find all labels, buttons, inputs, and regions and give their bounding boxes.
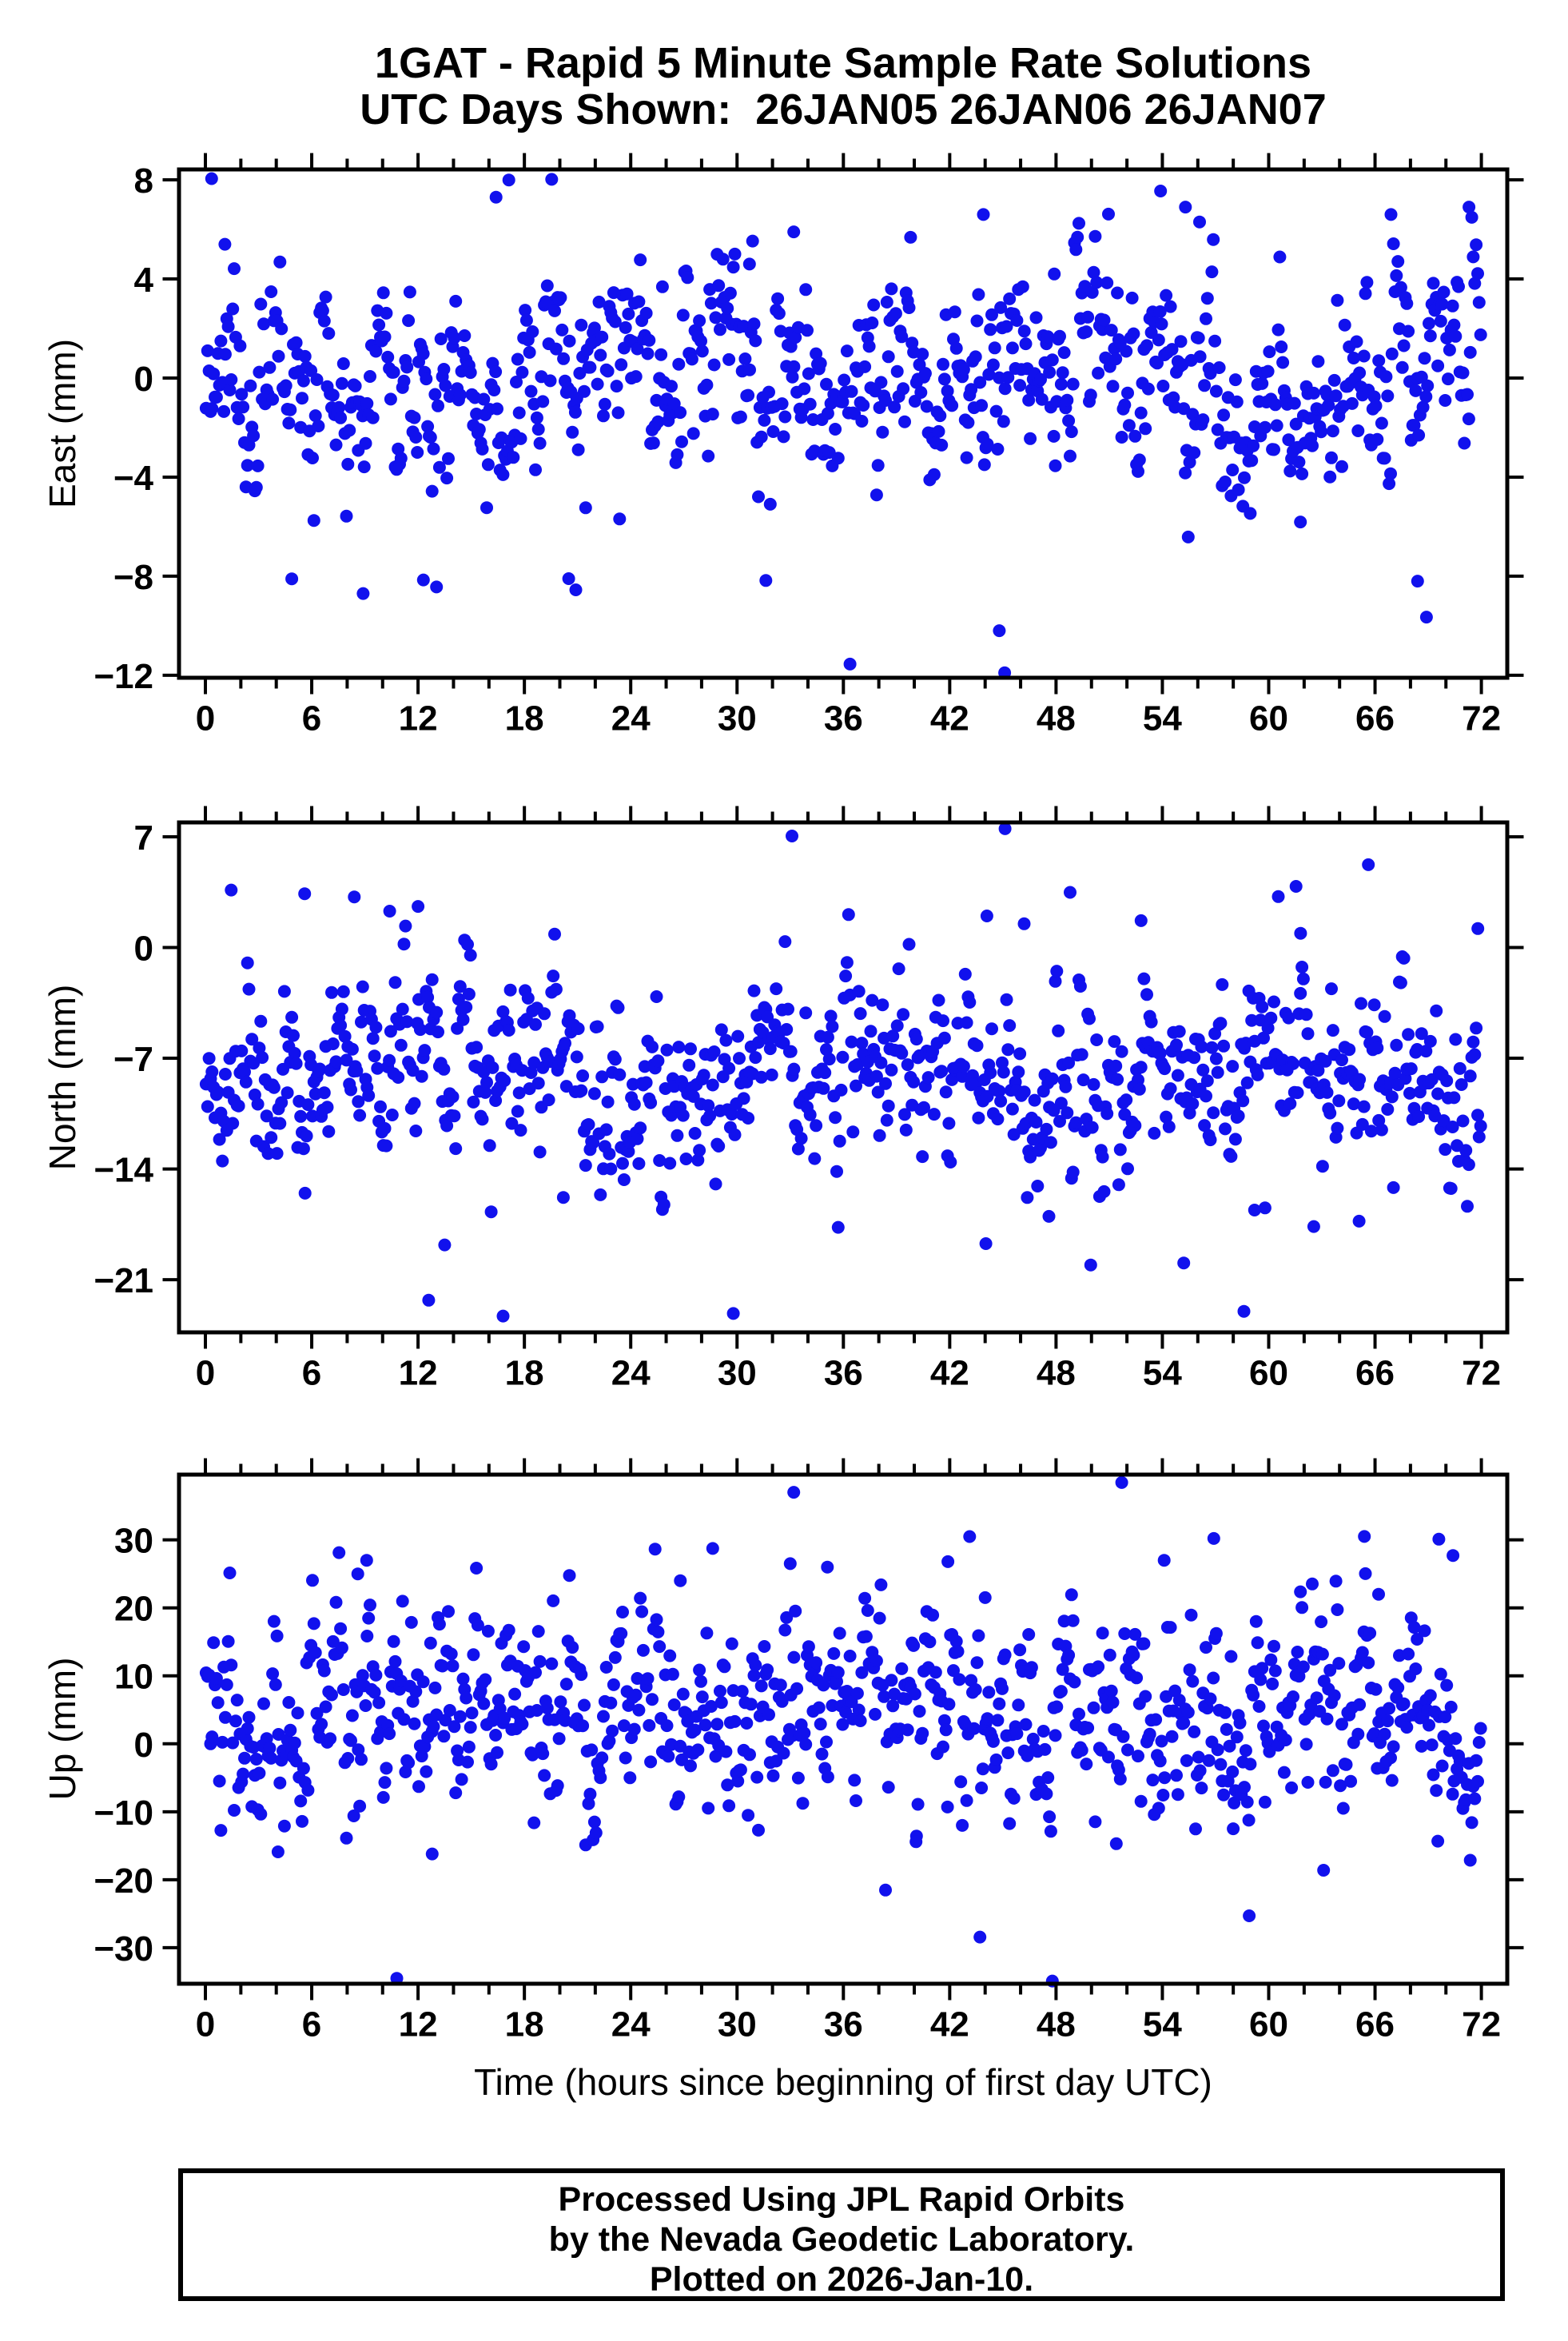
svg-text:12: 12 — [399, 1354, 438, 1393]
svg-text:48: 48 — [1037, 699, 1076, 739]
up-frame — [162, 1458, 1524, 2001]
svg-text:36: 36 — [824, 2005, 863, 2044]
svg-text:72: 72 — [1462, 1354, 1501, 1393]
svg-text:30: 30 — [718, 1354, 757, 1393]
svg-text:36: 36 — [824, 699, 863, 739]
svg-text:24: 24 — [611, 2005, 651, 2044]
svg-text:−20: −20 — [94, 1861, 153, 1901]
east-points — [199, 172, 1487, 679]
svg-text:24: 24 — [611, 699, 651, 739]
footer-line1: Processed Using JPL Rapid Orbits — [558, 2180, 1125, 2219]
svg-text:0: 0 — [196, 699, 215, 739]
svg-text:42: 42 — [930, 2005, 969, 2044]
svg-text:20: 20 — [114, 1590, 153, 1629]
north-axis-title: North (mm) — [42, 984, 83, 1171]
svg-text:10: 10 — [114, 1658, 153, 1697]
svg-text:6: 6 — [302, 2005, 321, 2044]
north-points — [199, 822, 1487, 1323]
svg-text:54: 54 — [1143, 1354, 1182, 1393]
svg-text:18: 18 — [505, 2005, 544, 2044]
footer-line2: by the Nevada Geodetic Laboratory. — [548, 2220, 1135, 2259]
east-axis-title: East (mm) — [42, 338, 83, 509]
svg-text:−10: −10 — [94, 1794, 153, 1833]
chart-title: 1GAT - Rapid 5 Minute Sample Rate Soluti… — [118, 40, 1568, 133]
up-axis-title: Up (mm) — [42, 1657, 83, 1801]
svg-text:18: 18 — [505, 699, 544, 739]
svg-text:66: 66 — [1355, 1354, 1395, 1393]
svg-text:−12: −12 — [94, 657, 153, 696]
svg-text:0: 0 — [134, 1726, 153, 1765]
svg-text:60: 60 — [1249, 699, 1288, 739]
svg-text:66: 66 — [1355, 2005, 1395, 2044]
svg-text:6: 6 — [302, 699, 321, 739]
svg-text:54: 54 — [1143, 2005, 1182, 2044]
svg-text:24: 24 — [611, 1354, 651, 1393]
svg-text:0: 0 — [134, 360, 153, 399]
chart-title-line2: UTC Days Shown: 26JAN05 26JAN06 26JAN07 — [360, 86, 1327, 133]
svg-text:72: 72 — [1462, 699, 1501, 739]
svg-text:42: 42 — [930, 1354, 969, 1393]
svg-text:7: 7 — [134, 818, 153, 858]
svg-text:−8: −8 — [113, 558, 153, 597]
svg-text:30: 30 — [718, 2005, 757, 2044]
svg-text:0: 0 — [196, 1354, 215, 1393]
svg-text:30: 30 — [114, 1522, 153, 1561]
footer-box: Processed Using JPL Rapid Orbits by the … — [178, 2168, 1505, 2301]
svg-text:30: 30 — [718, 699, 757, 739]
north-frame — [162, 806, 1524, 1349]
svg-text:54: 54 — [1143, 699, 1182, 739]
svg-text:−30: −30 — [94, 1929, 153, 1969]
up-tick-labels: 0 6 12 18 24 30 36 42 48 54 60 66 72 30 20 10 0 −10 −20 −30 — [94, 1522, 1501, 2044]
svg-text:−4: −4 — [113, 459, 154, 498]
svg-text:18: 18 — [505, 1354, 544, 1393]
svg-text:−7: −7 — [113, 1040, 153, 1079]
svg-text:8: 8 — [134, 161, 153, 201]
svg-text:48: 48 — [1037, 1354, 1076, 1393]
svg-text:60: 60 — [1249, 1354, 1288, 1393]
svg-text:48: 48 — [1037, 2005, 1076, 2044]
svg-text:0: 0 — [196, 2005, 215, 2044]
east-frame — [162, 153, 1524, 695]
svg-text:−21: −21 — [94, 1261, 153, 1300]
svg-text:4: 4 — [134, 261, 154, 300]
time-axis-title: Time (hours since beginning of first day… — [474, 2061, 1212, 2103]
svg-text:60: 60 — [1249, 2005, 1288, 2044]
svg-text:42: 42 — [930, 699, 969, 739]
svg-text:12: 12 — [399, 699, 438, 739]
svg-text:12: 12 — [399, 2005, 438, 2044]
east-tick-labels: 0 6 12 18 24 30 36 42 48 54 60 66 72 8 4 0 −4 −8 −12 — [94, 161, 1501, 739]
footer-line3: Plotted on 2026-Jan-10. — [649, 2260, 1034, 2299]
svg-text:6: 6 — [302, 1354, 321, 1393]
svg-text:−14: −14 — [94, 1151, 153, 1190]
chart-title-line1: 1GAT - Rapid 5 Minute Sample Rate Soluti… — [374, 39, 1312, 87]
svg-text:36: 36 — [824, 1354, 863, 1393]
north-tick-labels: 0 6 12 18 24 30 36 42 48 54 60 66 72 7 0 −7 −14 −21 — [94, 818, 1501, 1393]
svg-text:0: 0 — [134, 930, 153, 969]
svg-text:72: 72 — [1462, 2005, 1501, 2044]
up-points — [199, 1475, 1487, 1988]
svg-text:66: 66 — [1355, 699, 1395, 739]
